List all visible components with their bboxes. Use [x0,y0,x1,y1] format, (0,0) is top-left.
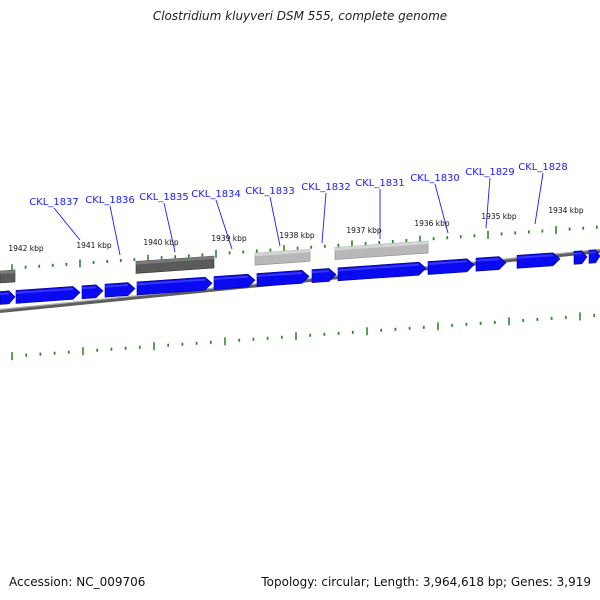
kbp-label: 1937 kbp [346,226,382,235]
label-leader [163,202,176,253]
kbp-label: 1942 kbp [8,244,44,253]
label-leader [434,183,449,234]
feature-block-shine [136,256,214,265]
gene-arrow-shine [517,254,553,259]
gene-arrow-shine [16,287,73,294]
kbp-label: 1940 kbp [143,238,179,247]
gene-arrow [516,252,561,269]
kbp-label: 1941 kbp [76,241,112,250]
label-leader [534,172,544,225]
gene-label: CKL_1832 [301,182,351,193]
gene-label: CKL_1834 [191,189,241,200]
gene-label: CKL_1830 [410,173,460,184]
gene-label: CKL_1836 [85,195,135,206]
gene-arrow-shine [137,278,205,286]
gene-labels: CKL_1837 CKL_1836 CKL_1835 CKL_1834 CKL_1833… [29,162,568,208]
label-leader [321,192,327,244]
label-leader [53,207,81,241]
inner-tick-row [11,312,596,361]
gene-label: CKL_1837 [29,197,79,208]
gene-arrow-shine [589,251,596,254]
gene-arrow-shine [476,258,499,262]
gene-arrow-shine [214,275,248,281]
gene-label: CKL_1835 [139,192,189,203]
gene-label: CKL_1831 [355,178,405,189]
kbp-label: 1938 kbp [279,231,315,240]
gene-arrow [15,286,81,304]
feature-block-shine [335,241,428,251]
gene-arrow-shine [428,260,467,266]
kbp-labels: 1942 kbp 1941 kbp 1940 kbp 1939 kbp 1938 kbp… [8,206,584,253]
label-leader [109,205,121,256]
label-leader [269,196,281,247]
label-leader [215,199,233,250]
label-leader [485,177,491,229]
map-title: Clostridium kluyveri DSM 555, complete g… [152,9,448,23]
gene-arrow [427,258,475,275]
gene-label: CKL_1829 [465,167,515,178]
kbp-label: 1936 kbp [414,219,450,228]
feature-block-shine [0,269,15,274]
gene-track [0,249,600,305]
accession-text: Accession: NC_009706 [9,575,146,589]
gene-arrow-shine [312,269,329,274]
gene-label: CKL_1833 [245,186,295,197]
feature-track [0,240,429,284]
gene-arrow-shine [257,271,302,278]
gene-arrow [136,276,213,296]
gene-arrow-shine [105,284,128,288]
gene-arrow-shine [338,263,419,272]
kbp-label: 1939 kbp [211,234,247,243]
feature-block-shine [255,249,310,257]
kbp-label: 1934 kbp [548,206,584,215]
genome-summary-text: Topology: circular; Length: 3,964,618 bp… [261,575,591,589]
label-leaders [53,172,544,256]
gene-arrow-shine [574,252,582,255]
gene-arrow-shine [0,292,9,295]
gene-label: CKL_1828 [518,162,568,173]
gene-arrow-shine [82,286,96,290]
kbp-label: 1935 kbp [481,212,517,221]
gene-arrow [337,261,427,282]
